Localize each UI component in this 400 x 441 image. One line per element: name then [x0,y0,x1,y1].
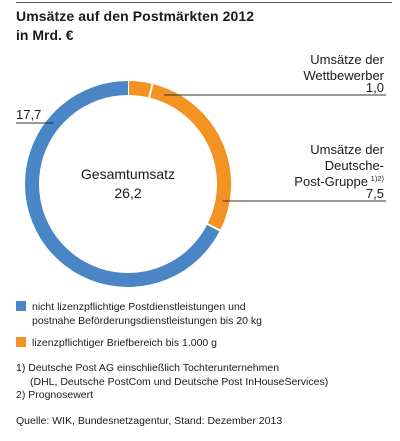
source-line: Quelle: WIK, Bundesnetzagentur, Stand: D… [16,415,283,427]
donut-slice [127,81,153,98]
top-rule [16,2,392,3]
slice-value: 1,0 [366,80,384,95]
slice-value: 7,5 [366,186,384,201]
donut-chart: Gesamtumsatz 26,2 Umsätze derWettbewerbe… [16,52,386,287]
slice-value: 17,7 [16,107,41,122]
footnote-1-detail: (DHL, Deutsche PostCom und Deutsche Post… [30,375,329,388]
center-total: 26,2 [114,185,141,201]
footnote-1: 1) Deutsche Post AG einschließlich Tocht… [16,362,280,374]
legend-text-line: postnahe Beförderungsdienstleistungen bi… [32,315,262,327]
legend-text-orange: lizenzpflichtiger Briefbereich bis 1.000… [32,337,218,349]
donut-slice [149,83,231,231]
footnote-marker: 1)2) [371,174,385,183]
donut-slice [25,81,220,287]
legend-swatch-orange [16,337,26,347]
slice-label: Umsätze der [310,142,384,157]
legend-swatch-blue [16,301,26,311]
chart-title: Umsätze auf den Postmärkten 2012 [16,8,255,24]
leader-lines [16,94,386,202]
legend-text-line: nicht lizenzpflichtige Postdienstleistun… [32,301,246,313]
slice-label: Deutsche- [325,158,384,173]
slice-label: Umsätze der [310,52,384,67]
slice-label: Wettbewerber [303,68,384,83]
footnotes: 1) Deutsche Post AG einschließlich Tocht… [16,362,328,403]
legend-text-blue: nicht lizenzpflichtige Postdienstleistun… [32,300,262,328]
donut-ring-group [25,80,231,287]
chart-subtitle: in Mrd. € [16,27,74,43]
footnote-2: 2) Prognosewert [16,389,94,401]
slice-separator [147,82,154,99]
center-label: Gesamtumsatz [81,166,175,182]
slice-separator [206,222,222,232]
slice-label: Post-Gruppe [294,174,368,189]
legend-item-blue: nicht lizenzpflichtige Postdienstleistun… [16,300,262,328]
legend-item-orange: lizenzpflichtiger Briefbereich bis 1.000… [16,336,217,350]
